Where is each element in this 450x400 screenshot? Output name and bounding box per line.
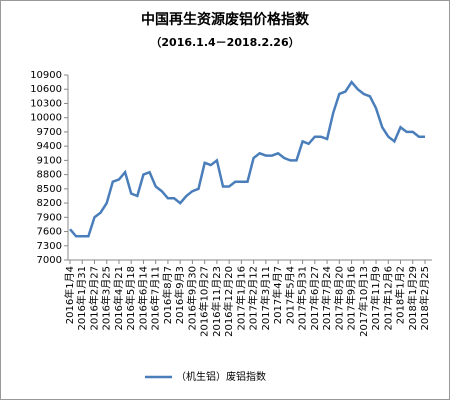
y-tick-label: 9700 (37, 127, 62, 138)
x-tick-label: 2017年8月20 (332, 266, 345, 331)
y-tick-label: 7900 (37, 212, 62, 223)
x-tick-label: 2016年4月21 (112, 266, 125, 331)
x-tick-label: 2017年5月31 (296, 266, 309, 331)
x-tick-label: 2017年4月7 (271, 266, 284, 324)
y-tick-label: 10300 (30, 98, 62, 109)
x-tick-label: 2016年7月11 (149, 266, 162, 331)
x-tick-label: 2017年2月12 (247, 266, 260, 331)
y-tick-label: 9400 (37, 141, 62, 152)
y-tick-label: 8800 (37, 170, 62, 181)
x-tick-label: 2017年3月11 (259, 266, 272, 331)
x-tick-label: 2016年1月4 (63, 266, 76, 324)
series-line (69, 80, 425, 238)
x-tick-label: 2016年9月30 (185, 266, 198, 331)
x-tick-label: 2016年5月18 (124, 266, 137, 331)
x-tick-label: 2018年1月2 (394, 266, 407, 324)
x-tick-label: 2017年10月13 (357, 266, 370, 337)
x-tick-label: 2016年1月31 (75, 266, 88, 331)
x-tick-label: 2017年1月16 (234, 266, 247, 331)
x-tick-label: 2016年12月20 (222, 266, 235, 337)
y-tick-label: 8500 (37, 184, 62, 195)
x-tick-label: 2016年10月27 (198, 266, 211, 337)
y-tick-label: 10600 (30, 84, 62, 95)
y-tick-label: 8200 (37, 198, 62, 209)
x-tick-label: 2016年6月14 (136, 266, 149, 331)
x-tick-label: 2016年8月7 (161, 266, 174, 324)
x-tick-label: 2016年2月27 (87, 266, 100, 331)
x-tick-label: 2016年11月23 (210, 266, 223, 337)
y-tick-label: 7300 (37, 241, 62, 252)
chart-title: 中国再生资源废铝价格指数 (141, 11, 310, 28)
chart-subtitle: （2016.1.4－2018.2.26） (150, 36, 299, 49)
y-tick-label: 7000 (37, 255, 62, 266)
x-tick-label: 2017年11月9 (369, 266, 382, 331)
x-tick-label: 2017年5月4 (283, 266, 296, 324)
y-tick-label: 10000 (30, 113, 62, 124)
x-tick-label: 2018年1月29 (406, 266, 419, 331)
x-tick-label: 2018年2月25 (418, 266, 431, 331)
x-tick-label: 2017年9月16 (345, 266, 358, 331)
legend-label: （机生铝）废铝指数 (176, 370, 266, 383)
x-tick-label: 2016年3月25 (100, 266, 113, 331)
y-tick-label: 10900 (30, 70, 62, 81)
x-tick-label: 2017年12月6 (381, 266, 394, 331)
x-tick-label: 2017年6月27 (308, 266, 321, 331)
y-tick-label: 9100 (37, 155, 62, 166)
x-tick-label: 2017年7月24 (320, 266, 333, 331)
x-tick-label: 2016年9月3 (173, 266, 186, 324)
y-tick-label: 7600 (37, 227, 62, 238)
